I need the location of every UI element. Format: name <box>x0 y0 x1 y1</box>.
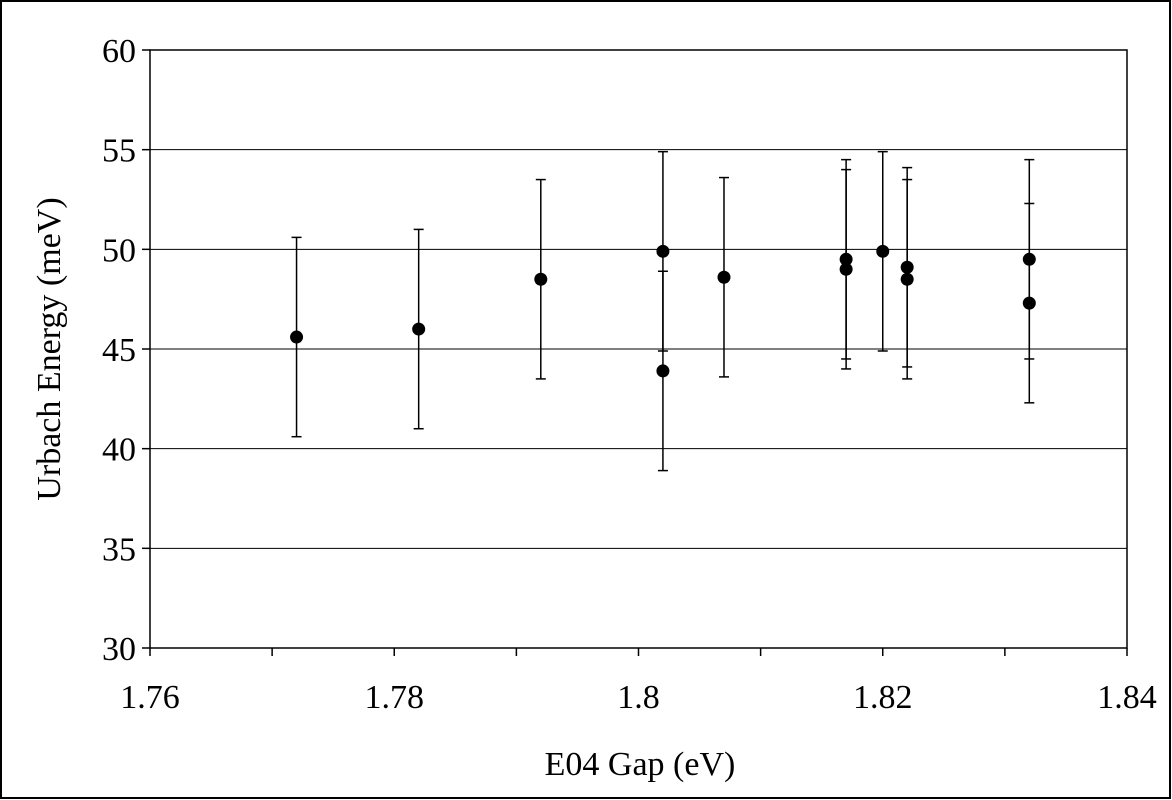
y-tick-label: 30 <box>102 631 136 668</box>
data-points <box>290 244 1036 378</box>
x-tick-label: 1.84 <box>1097 679 1157 716</box>
data-point <box>1022 296 1036 310</box>
gridlines <box>150 149 1127 549</box>
data-point <box>900 260 914 274</box>
y-tick-labels: 30 35 40 45 50 55 60 <box>102 33 136 668</box>
y-tick-label: 45 <box>102 332 136 369</box>
y-tick-label: 35 <box>102 531 136 568</box>
x-tick-label: 1.78 <box>365 679 425 716</box>
data-point <box>839 262 853 276</box>
data-point <box>290 330 304 344</box>
data-point <box>900 272 914 286</box>
x-tick-label: 1.8 <box>617 679 660 716</box>
y-tick-label: 60 <box>102 33 136 70</box>
y-tick-label: 40 <box>102 432 136 469</box>
data-point <box>839 252 853 266</box>
x-tick-label: 1.76 <box>120 679 180 716</box>
data-point <box>717 270 731 284</box>
x-tick-label: 1.82 <box>853 679 913 716</box>
data-point <box>876 244 890 258</box>
data-point <box>1022 252 1036 266</box>
x-tick-labels: 1.76 1.78 1.8 1.82 1.84 <box>120 679 1157 716</box>
y-tick-label: 50 <box>102 232 136 269</box>
y-axis-title: Urbach Energy (meV) <box>31 197 68 500</box>
data-point <box>656 244 670 258</box>
axis-ticks <box>142 49 1128 656</box>
x-axis-title: E04 Gap (eV) <box>545 746 736 783</box>
y-tick-label: 55 <box>102 133 136 170</box>
data-point <box>412 322 426 336</box>
data-point <box>656 364 670 378</box>
data-point <box>534 272 548 286</box>
